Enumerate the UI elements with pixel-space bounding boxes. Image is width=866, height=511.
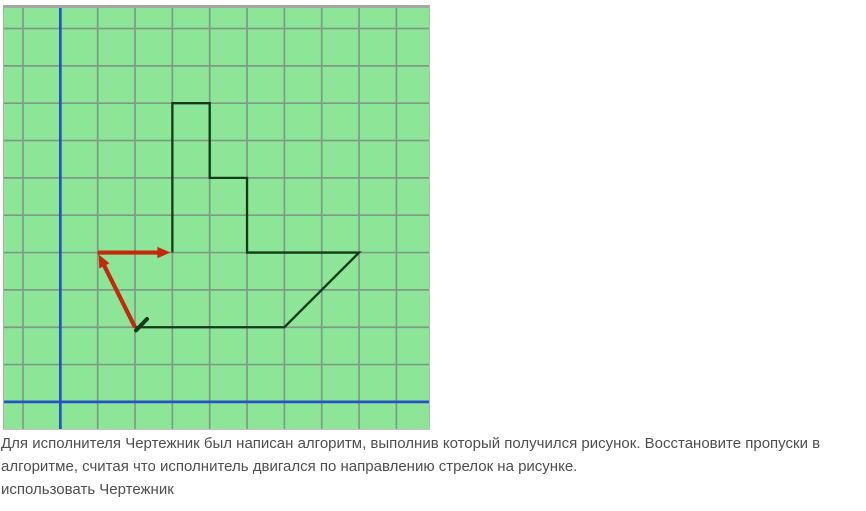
- task-text: Для исполнителя Чертежник был написан ал…: [1, 432, 865, 501]
- task-text-line-1: Для исполнителя Чертежник был написан ал…: [1, 435, 821, 452]
- task-figure-image: [3, 5, 430, 430]
- task-text-line-2: алгоритме, считая что исполнитель двигал…: [1, 458, 578, 475]
- task-text-line-3: использовать Чертежник: [1, 481, 174, 498]
- grid-drawing-svg: [4, 8, 429, 429]
